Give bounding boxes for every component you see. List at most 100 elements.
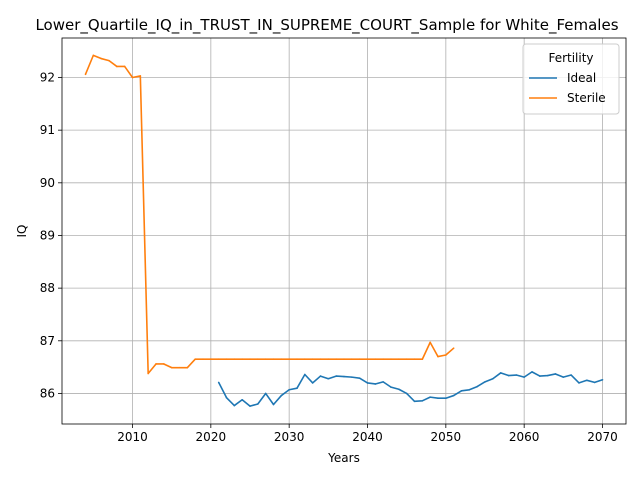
data-point-sterile xyxy=(390,358,392,361)
data-point-ideal xyxy=(405,392,408,395)
legend-box xyxy=(522,43,620,115)
data-point-ideal xyxy=(241,398,243,401)
data-point-sterile xyxy=(288,358,290,361)
data-point-ideal xyxy=(531,371,533,373)
y-tick-label: 89 xyxy=(40,228,55,242)
data-point-ideal xyxy=(546,374,549,377)
data-point-ideal xyxy=(476,385,478,388)
data-point-sterile xyxy=(249,358,251,361)
series-lines xyxy=(84,54,604,407)
data-point-ideal xyxy=(296,387,298,389)
legend-label-ideal: Ideal xyxy=(567,71,596,85)
data-point-ideal xyxy=(272,403,275,406)
data-point-ideal xyxy=(233,404,236,407)
x-tick-label: 2050 xyxy=(431,430,462,444)
data-point-ideal xyxy=(413,400,416,403)
data-point-sterile xyxy=(296,358,298,361)
data-point-sterile xyxy=(147,372,149,375)
data-point-sterile xyxy=(178,366,181,369)
data-point-sterile xyxy=(123,65,126,68)
data-point-ideal xyxy=(601,378,604,381)
data-point-sterile xyxy=(452,347,455,349)
data-point-ideal xyxy=(358,377,361,379)
y-tick-label: 88 xyxy=(40,281,55,295)
data-point-sterile xyxy=(429,341,431,344)
data-point-ideal xyxy=(311,382,314,384)
data-point-sterile xyxy=(92,54,95,57)
data-point-ideal xyxy=(507,374,510,377)
data-point-ideal xyxy=(593,381,596,384)
data-point-ideal xyxy=(249,405,251,407)
x-axis-label: Years xyxy=(327,451,360,465)
data-point-sterile xyxy=(116,65,118,68)
data-point-ideal xyxy=(319,375,322,377)
data-point-ideal xyxy=(374,383,377,385)
data-point-sterile xyxy=(108,59,110,62)
x-tick-label: 2030 xyxy=(274,430,305,444)
data-point-sterile xyxy=(445,354,447,356)
data-point-ideal xyxy=(445,397,447,400)
x-tick-label: 2060 xyxy=(509,430,540,444)
series-line-ideal xyxy=(217,371,603,407)
legend-label-sterile: Sterile xyxy=(567,91,606,105)
data-point-ideal xyxy=(452,394,455,397)
data-point-ideal xyxy=(578,382,580,384)
data-point-ideal xyxy=(225,396,228,399)
y-tick-label: 90 xyxy=(40,176,55,190)
y-tick-label: 86 xyxy=(40,386,55,400)
legend-title: Fertility xyxy=(548,51,593,65)
plot-area-frame xyxy=(61,37,627,425)
data-point-sterile xyxy=(437,355,439,358)
x-tick-label: 2070 xyxy=(587,430,618,444)
axis-ticks: 2010 2020 2030 2040 2050 2060 2070 86 87 88 89 90 91… xyxy=(40,70,618,444)
data-point-ideal xyxy=(335,375,337,377)
data-point-sterile xyxy=(186,366,189,369)
data-point-ideal xyxy=(382,381,384,383)
data-point-ideal xyxy=(484,381,486,383)
data-point-ideal xyxy=(217,381,220,384)
data-point-ideal xyxy=(468,388,471,391)
series-line-sterile xyxy=(84,54,455,375)
data-point-ideal xyxy=(437,397,439,400)
data-point-sterile xyxy=(264,358,267,361)
data-point-sterile xyxy=(382,358,384,361)
data-point-sterile xyxy=(272,358,275,361)
gridlines xyxy=(62,38,626,424)
data-point-sterile xyxy=(327,358,330,361)
x-tick-label: 2040 xyxy=(352,430,383,444)
data-point-sterile xyxy=(343,358,345,361)
data-point-ideal xyxy=(523,376,525,378)
data-point-sterile xyxy=(413,358,416,361)
data-point-sterile xyxy=(155,363,157,365)
data-point-ideal xyxy=(343,375,345,378)
data-point-sterile xyxy=(170,366,173,369)
data-point-sterile xyxy=(241,358,243,361)
legend: Fertility Ideal Sterile xyxy=(522,43,620,115)
data-point-ideal xyxy=(539,375,541,377)
data-point-sterile xyxy=(304,358,306,361)
data-point-sterile xyxy=(335,358,337,361)
data-point-sterile xyxy=(233,358,236,361)
data-point-sterile xyxy=(319,358,322,361)
data-point-ideal xyxy=(288,388,290,391)
y-axis-label: IQ xyxy=(15,225,29,238)
data-point-sterile xyxy=(366,358,369,361)
data-point-sterile xyxy=(280,358,283,361)
data-point-ideal xyxy=(515,374,518,376)
data-point-sterile xyxy=(225,358,228,361)
data-point-ideal xyxy=(257,403,259,405)
data-point-ideal xyxy=(554,373,557,375)
data-point-sterile xyxy=(210,358,212,361)
data-point-ideal xyxy=(398,388,400,391)
x-tick-label: 2010 xyxy=(117,430,148,444)
data-point-sterile xyxy=(202,358,204,361)
data-point-sterile xyxy=(194,358,196,361)
data-point-ideal xyxy=(586,379,588,382)
data-point-sterile xyxy=(100,57,102,60)
data-point-sterile xyxy=(217,358,220,361)
chart-title: Lower_Quartile_IQ_in_TRUST_IN_SUPREME_CO… xyxy=(35,16,618,35)
data-point-ideal xyxy=(562,376,565,378)
y-tick-label: 87 xyxy=(40,334,55,348)
data-point-sterile xyxy=(358,358,361,361)
y-tick-label: 92 xyxy=(40,70,55,84)
